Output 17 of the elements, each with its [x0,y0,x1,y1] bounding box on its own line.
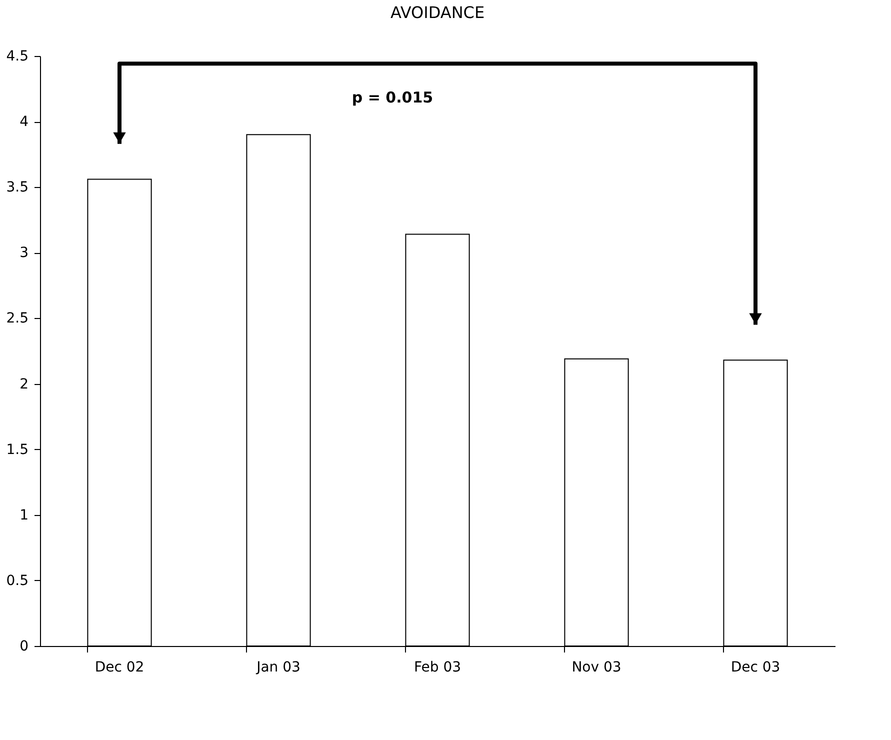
y-tick-label: 1.5 [6,442,28,458]
x-tick-label: Dec 02 [94,660,144,676]
y-tick-label: 0 [20,638,28,654]
x-tick-label: Dec 03 [730,660,780,676]
y-tick-label: 2.5 [6,310,28,327]
annotation: p = 0.015 [352,88,434,106]
y-tick-label: 3.5 [6,180,28,196]
y-tick-label: 4 [20,114,29,130]
y-tick-label: 1 [20,507,28,524]
y-tick-label: 0.5 [6,572,28,589]
y-tick-label: 3 [20,245,28,262]
x-tick-label: Feb 03 [414,660,462,676]
y-tick-label: 4.5 [6,48,28,64]
y-tick-label: 2 [20,376,28,392]
x-tick-label: Nov 03 [572,660,622,676]
x-tick-label: Jan 03 [256,660,300,676]
chart-title: AVOIDANCE [390,3,485,22]
